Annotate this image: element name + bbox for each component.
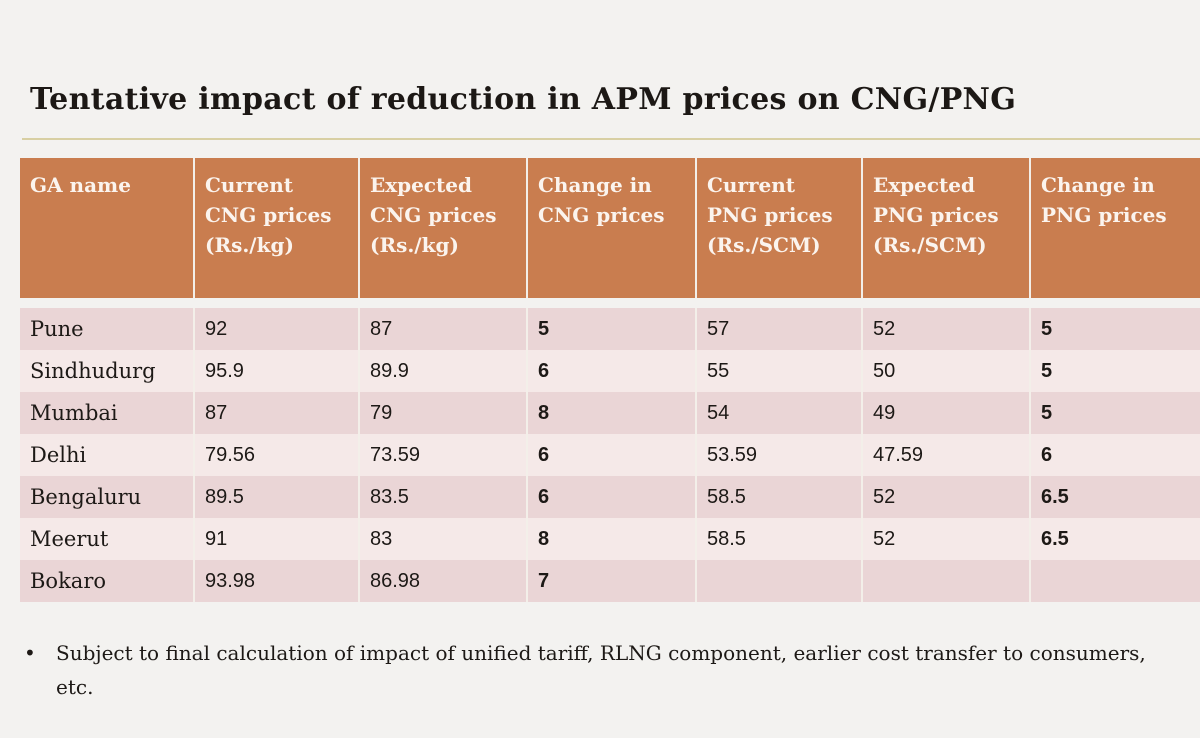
- current-cng-cell: 89.5: [194, 476, 360, 518]
- expected-cng-cell: 86.98: [359, 560, 528, 602]
- expected-cng-cell: 83: [359, 518, 528, 560]
- current-png-cell: 53.59: [696, 434, 863, 476]
- current-cng-cell: 79.56: [194, 434, 360, 476]
- header-current-cng: Current CNG prices (Rs./kg): [194, 158, 360, 298]
- change-png-cell: 6.5: [1030, 518, 1200, 560]
- change-cng-cell: 8: [527, 392, 697, 434]
- bullet-icon: •: [24, 641, 36, 665]
- expected-png-cell: [862, 560, 1031, 602]
- ga-name-cell: Sindhudurg: [20, 350, 195, 392]
- ga-name-cell: Bokaro: [20, 560, 195, 602]
- header-change-png: Change in PNG prices: [1030, 158, 1200, 298]
- header-expected-png: Expected PNG prices (Rs./SCM): [862, 158, 1031, 298]
- change-png-cell: 5: [1030, 350, 1200, 392]
- change-png-cell: 6: [1030, 434, 1200, 476]
- change-png-cell: 6.5: [1030, 476, 1200, 518]
- change-cng-cell: 6: [527, 350, 697, 392]
- expected-png-cell: 49: [862, 392, 1031, 434]
- change-cng-cell: 6: [527, 476, 697, 518]
- expected-png-cell: 50: [862, 350, 1031, 392]
- current-cng-cell: 87: [194, 392, 360, 434]
- current-cng-cell: 93.98: [194, 560, 360, 602]
- change-png-cell: 5: [1030, 308, 1200, 350]
- change-cng-cell: 6: [527, 434, 697, 476]
- current-png-cell: 57: [696, 308, 863, 350]
- current-png-cell: 54: [696, 392, 863, 434]
- current-png-cell: [696, 560, 863, 602]
- footnote-text: Subject to final calculation of impact o…: [56, 641, 1146, 699]
- current-cng-cell: 92: [194, 308, 360, 350]
- current-png-cell: 58.5: [696, 476, 863, 518]
- current-png-cell: 55: [696, 350, 863, 392]
- ga-name-cell: Delhi: [20, 434, 195, 476]
- header-expected-cng: Expected CNG prices (Rs./kg): [359, 158, 528, 298]
- title-underline: [22, 138, 1200, 140]
- page-title: Tentative impact of reduction in APM pri…: [30, 82, 1017, 117]
- ga-name-cell: Meerut: [20, 518, 195, 560]
- ga-name-cell: Pune: [20, 308, 195, 350]
- footnote: • Subject to final calculation of impact…: [24, 636, 1184, 704]
- expected-cng-cell: 79: [359, 392, 528, 434]
- change-cng-cell: 7: [527, 560, 697, 602]
- expected-cng-cell: 83.5: [359, 476, 528, 518]
- header-gap: [20, 298, 1200, 308]
- header-current-png: Current PNG prices (Rs./SCM): [696, 158, 863, 298]
- table-row: Bokaro 93.98 86.98 7: [20, 560, 1200, 602]
- current-cng-cell: 91: [194, 518, 360, 560]
- current-cng-cell: 95.9: [194, 350, 360, 392]
- ga-name-cell: Bengaluru: [20, 476, 195, 518]
- change-png-cell: [1030, 560, 1200, 602]
- expected-png-cell: 47.59: [862, 434, 1031, 476]
- table-row: Meerut 91 83 8 58.5 52 6.5: [20, 518, 1200, 560]
- expected-cng-cell: 87: [359, 308, 528, 350]
- header-change-cng: Change in CNG prices: [527, 158, 697, 298]
- expected-png-cell: 52: [862, 518, 1031, 560]
- table-row: Mumbai 87 79 8 54 49 5: [20, 392, 1200, 434]
- ga-name-cell: Mumbai: [20, 392, 195, 434]
- change-png-cell: 5: [1030, 392, 1200, 434]
- change-cng-cell: 8: [527, 518, 697, 560]
- change-cng-cell: 5: [527, 308, 697, 350]
- expected-cng-cell: 73.59: [359, 434, 528, 476]
- expected-png-cell: 52: [862, 308, 1031, 350]
- table-row: Bengaluru 89.5 83.5 6 58.5 52 6.5: [20, 476, 1200, 518]
- expected-png-cell: 52: [862, 476, 1031, 518]
- table-row: Pune 92 87 5 57 52 5: [20, 308, 1200, 350]
- expected-cng-cell: 89.9: [359, 350, 528, 392]
- header-ga-name: GA name: [20, 158, 195, 298]
- price-impact-table: GA name Current CNG prices (Rs./kg) Expe…: [20, 158, 1200, 602]
- header-row: GA name Current CNG prices (Rs./kg) Expe…: [20, 158, 1200, 298]
- table-row: Delhi 79.56 73.59 6 53.59 47.59 6: [20, 434, 1200, 476]
- current-png-cell: 58.5: [696, 518, 863, 560]
- table-row: Sindhudurg 95.9 89.9 6 55 50 5: [20, 350, 1200, 392]
